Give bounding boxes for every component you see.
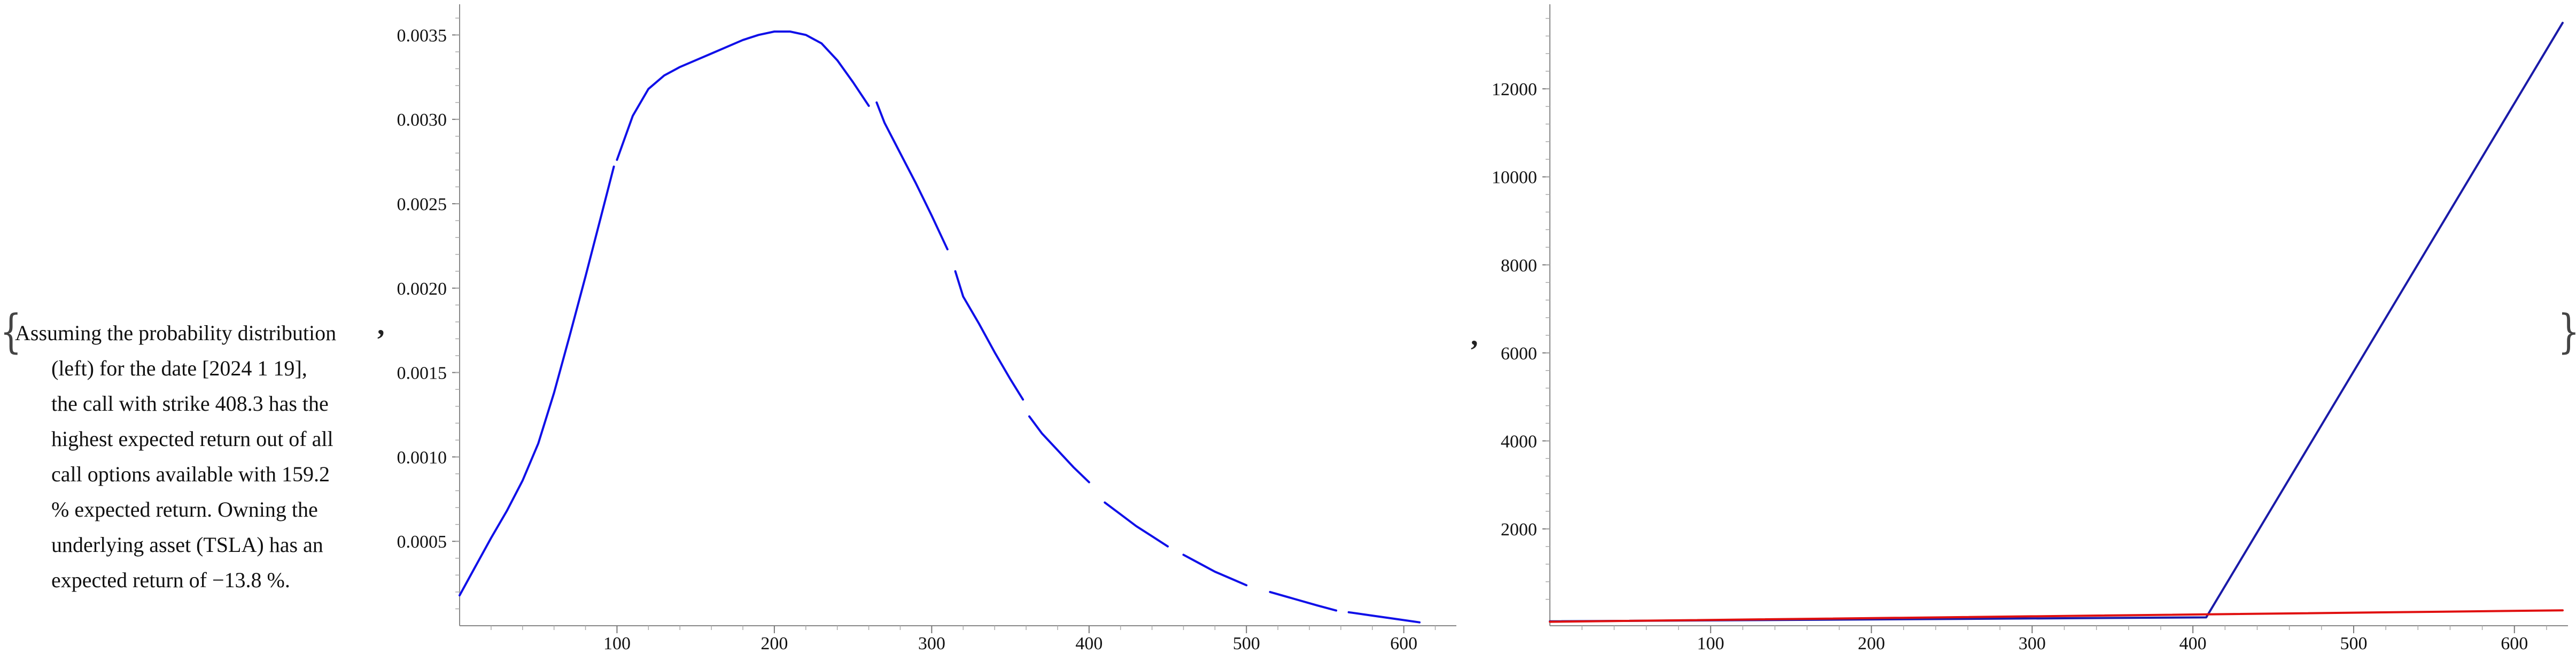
y-tick-label: 12000 xyxy=(1492,80,1537,99)
y-tick-label: 6000 xyxy=(1501,344,1537,364)
y-tick-label: 10000 xyxy=(1492,168,1537,188)
x-tick-label: 300 xyxy=(2019,634,2046,653)
payoff-chart: 100 200 300 400 500 600 2000 4000 6000 8000 10000 1… xyxy=(1492,4,2568,653)
x-tick-label: 500 xyxy=(1233,634,1260,653)
caption-line: (left) for the date [2024 1 19], xyxy=(51,356,307,380)
density-chart: 100 200 300 400 500 600 0.0005 0.0010 0.0015 0.00… xyxy=(397,4,1456,653)
y-tick-label: 0.0030 xyxy=(397,110,447,130)
asset-return-line xyxy=(1549,609,2564,623)
caption-line: underlying asset (TSLA) has an xyxy=(51,533,323,557)
density-curve xyxy=(1104,501,1169,548)
x-tick-label: 400 xyxy=(1075,634,1103,653)
x-tick-label: 500 xyxy=(2340,634,2367,653)
close-brace: } xyxy=(2558,309,2576,355)
separator-comma: , xyxy=(377,309,385,341)
x-tick-label: 300 xyxy=(918,634,945,653)
caption-line: Assuming the probability distribution xyxy=(15,321,337,345)
x-tick-label: 100 xyxy=(603,634,631,653)
y-tick-label: 4000 xyxy=(1501,432,1537,451)
y-tick-label: 0.0010 xyxy=(397,448,447,467)
y-tick-label: 2000 xyxy=(1501,520,1537,540)
y-tick-label: 0.0015 xyxy=(397,364,447,383)
call-payoff-line xyxy=(1549,21,2564,623)
density-curve xyxy=(954,270,1025,401)
density-curve xyxy=(875,101,949,251)
x-tick-label: 600 xyxy=(2501,634,2528,653)
density-curve xyxy=(459,165,615,597)
y-tick-label: 0.0020 xyxy=(397,279,447,299)
density-curve xyxy=(1269,590,1338,612)
caption-line: the call with strike 408.3 has the xyxy=(51,391,329,416)
x-tick-label: 600 xyxy=(1390,634,1417,653)
caption-text: Assuming the probability distribution (l… xyxy=(15,316,378,598)
density-curve xyxy=(1347,611,1421,624)
x-tick-label: 400 xyxy=(2179,634,2207,653)
open-brace: { xyxy=(0,305,22,359)
y-tick-label: 0.0005 xyxy=(397,532,447,552)
caption-line: expected return of −13.8 %. xyxy=(51,568,290,592)
density-curve xyxy=(1028,415,1090,483)
y-tick-label: 0.0025 xyxy=(397,195,447,214)
caption-line: highest expected return out of all xyxy=(51,427,333,451)
caption-line: % expected return. Owning the xyxy=(51,497,318,521)
x-tick-label: 200 xyxy=(1858,634,1885,653)
x-tick-label: 200 xyxy=(761,634,788,653)
y-tick-label: 8000 xyxy=(1501,256,1537,275)
caption-line: call options available with 159.2 xyxy=(51,462,330,486)
x-tick-label: 100 xyxy=(1697,634,1724,653)
y-tick-label: 0.0035 xyxy=(397,26,447,45)
separator-comma: , xyxy=(1471,319,1478,351)
density-curve xyxy=(1182,554,1248,587)
density-curve xyxy=(616,30,870,161)
